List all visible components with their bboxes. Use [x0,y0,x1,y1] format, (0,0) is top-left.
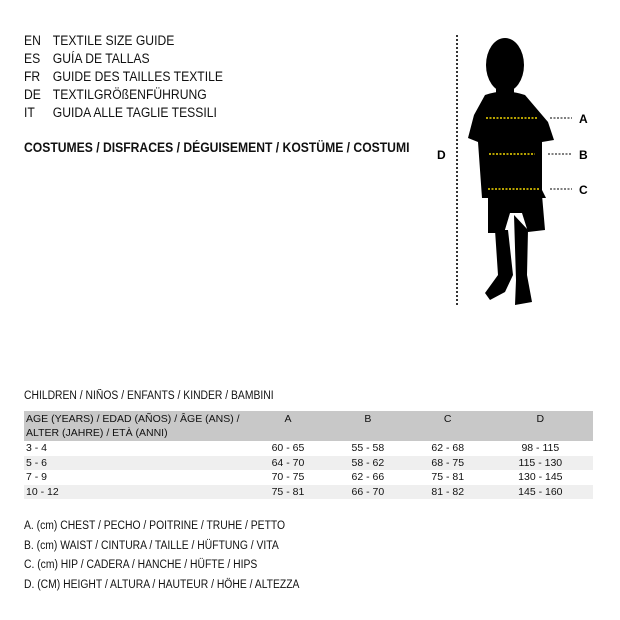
cell: 58 - 62 [327,455,408,470]
header-age: AGE (YEARS) / EDAD (AÑOS) / ÂGE (ANS) / … [24,411,248,441]
cell: 115 - 130 [487,455,593,470]
category-heading: COSTUMES / DISFRACES / DÉGUISEMENT / KOS… [24,140,410,155]
cell: 130 - 145 [518,471,563,483]
guide-title-es: ES GUÍA DE TALLAS [24,51,150,66]
label-a: A [579,112,588,126]
cell: 75 - 81 [248,484,328,499]
cell: 5 - 6 [24,455,248,470]
child-silhouette-figure: A B C D [437,35,588,307]
header-d: D [487,411,593,441]
cell: 55 - 58 [351,442,385,454]
header-b: B [327,411,408,441]
cell: 75 - 81 [431,471,465,483]
label-b: B [579,148,588,162]
guide-title-en: EN TEXTILE SIZE GUIDE [24,33,175,48]
cell: 7 - 9 [26,471,48,483]
note-a: A. (cm) CHEST / PECHO / POITRINE / TRUHE… [24,520,286,532]
header-a: A [248,411,328,441]
child-silhouette [468,38,554,305]
table-row: 3 - 4 60 - 65 55 - 58 62 - 68 98 - 115 [24,441,593,456]
table-row: 7 - 9 70 - 75 62 - 66 75 - 81 130 - 145 [24,470,593,485]
note-c: C. (cm) HIP / CADERA / HANCHE / HÜFTE / … [24,559,258,571]
label-c: C [579,183,588,197]
table-row: 5 - 6 64 - 70 58 - 62 68 - 75 115 - 130 [24,455,593,470]
table-row: 10 - 12 75 - 81 66 - 70 81 - 82 145 - 160 [24,484,593,499]
size-table: AGE (YEARS) / EDAD (AÑOS) / ÂGE (ANS) / … [24,411,593,499]
guide-title-it: IT GUIDA ALLE TAGLIE TESSILI [24,105,217,120]
header-c: C [407,411,488,441]
table-header: AGE (YEARS) / EDAD (AÑOS) / ÂGE (ANS) / … [24,411,593,441]
cell: 70 - 75 [271,471,305,483]
cell: 3 - 4 [26,442,48,454]
cell: 145 - 160 [487,484,593,499]
cell: 98 - 115 [521,442,560,454]
measure-markers [486,117,539,190]
note-d: D. (CM) HEIGHT / ALTURA / HAUTEUR / HÖHE… [24,578,300,591]
cell: 62 - 66 [351,471,385,483]
cell: 10 - 12 [24,484,248,499]
note-b: B. (cm) WAIST / CINTURA / TAILLE / HÜFTU… [24,539,279,552]
cell: 62 - 68 [431,442,465,454]
cell: 81 - 82 [407,484,488,499]
cell: 64 - 70 [248,455,328,470]
measurement-notes: A. (cm) CHEST / PECHO / POITRINE / TRUHE… [24,517,299,595]
table-caption: CHILDREN / NIÑOS / ENFANTS / KINDER / BA… [24,390,274,402]
guide-title-de: DE TEXTILGRÖßENFÜHRUNG [24,87,207,102]
label-d: D [437,148,446,162]
cell: 66 - 70 [327,484,408,499]
cell: 68 - 75 [407,455,488,470]
cell: 60 - 65 [271,442,305,454]
guide-title-fr: FR GUIDE DES TAILLES TEXTILE [24,69,223,84]
